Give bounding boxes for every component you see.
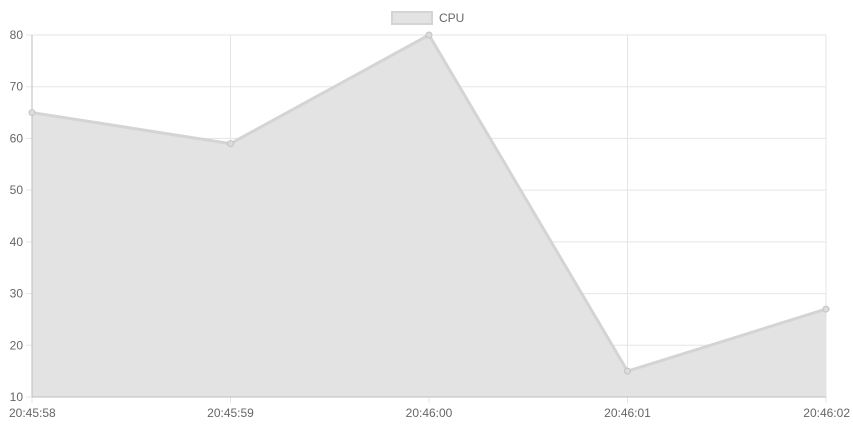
legend-label-cpu[interactable]: CPU (439, 11, 464, 25)
x-tick-labels: 20:45:58 20:45:59 20:46:00 20:46:01 20:46:02 (9, 406, 850, 420)
y-tick-label: 70 (10, 80, 24, 94)
y-tick-label: 60 (10, 131, 24, 145)
x-tick-label: 20:46:00 (406, 406, 453, 420)
y-tick-label: 30 (10, 287, 24, 301)
y-tick-label: 80 (10, 28, 24, 42)
data-point (28, 109, 36, 117)
y-tick-label: 20 (10, 338, 24, 352)
y-tick-label: 50 (10, 183, 24, 197)
legend-swatch-cpu[interactable] (391, 11, 433, 25)
area-fill-cpu (32, 35, 826, 397)
y-tick-label: 10 (10, 390, 24, 404)
series-area (31, 33, 827, 397)
data-point (822, 305, 830, 313)
x-tick-label: 20:45:59 (207, 406, 254, 420)
data-points (28, 31, 830, 375)
legend[interactable]: CPU (391, 11, 464, 25)
axes (31, 35, 826, 398)
data-point (624, 367, 631, 375)
x-tick-label: 20:45:58 (9, 406, 56, 420)
y-tick-label: 40 (10, 235, 24, 249)
x-tick-label: 20:46:01 (604, 406, 651, 420)
y-tick-labels: 10 20 30 40 50 60 70 80 (10, 28, 24, 404)
x-tick-label: 20:46:02 (803, 406, 850, 420)
data-point (227, 140, 234, 148)
data-point (425, 31, 433, 39)
